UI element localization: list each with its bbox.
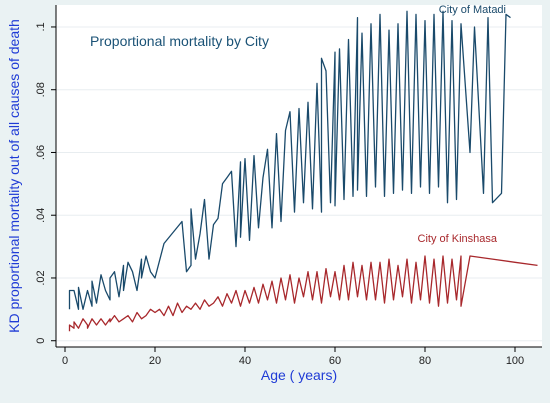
axes: 0 20 40 60 80 100 0 .02 .04 .06 .08 .1 bbox=[35, 5, 542, 367]
x-tick-label: 80 bbox=[419, 355, 431, 367]
x-tick-label: 40 bbox=[239, 355, 251, 367]
y-tick-label: .1 bbox=[35, 22, 47, 31]
series-layer bbox=[68, 10, 538, 332]
plot-area bbox=[56, 5, 542, 347]
x-tick-label: 0 bbox=[62, 355, 68, 367]
y-tick-label: 0 bbox=[35, 338, 47, 344]
x-tick-label: 60 bbox=[329, 355, 341, 367]
annotations: City of Matadi City of Kinshasa bbox=[418, 4, 506, 245]
chart-title: Proportional mortality by City bbox=[90, 33, 269, 49]
series-line-city-of-kinshasa bbox=[68, 255, 538, 332]
x-tick-label: 100 bbox=[506, 355, 524, 367]
y-tick-label: .06 bbox=[35, 145, 47, 160]
y-axis-title: KD proportional mortality out of all cau… bbox=[6, 19, 22, 333]
y-tick-label: .02 bbox=[35, 270, 47, 285]
x-tick-label: 20 bbox=[149, 355, 161, 367]
y-tick-label: .08 bbox=[35, 82, 47, 97]
annotation-city-of-kinshasa: City of Kinshasa bbox=[418, 233, 498, 245]
x-axis-title: Age ( years) bbox=[261, 367, 337, 383]
annotation-city-of-matadi: City of Matadi bbox=[439, 4, 506, 16]
y-tick-label: .04 bbox=[35, 208, 47, 223]
series-line-city-of-matadi bbox=[68, 10, 511, 310]
